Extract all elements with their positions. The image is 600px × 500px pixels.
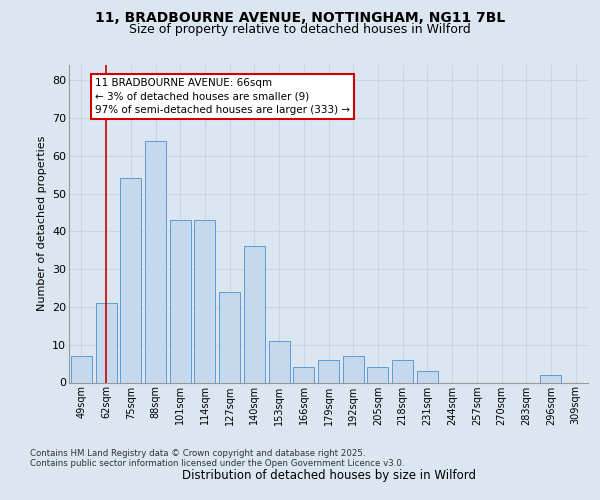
- Bar: [120, 178, 141, 382]
- Bar: [417, 371, 438, 382]
- Text: Contains HM Land Registry data © Crown copyright and database right 2025.: Contains HM Land Registry data © Crown c…: [30, 448, 365, 458]
- Bar: [244, 246, 265, 382]
- Y-axis label: Number of detached properties: Number of detached properties: [37, 136, 47, 312]
- Text: Contains public sector information licensed under the Open Government Licence v3: Contains public sector information licen…: [30, 458, 404, 468]
- Text: Size of property relative to detached houses in Wilford: Size of property relative to detached ho…: [129, 22, 471, 36]
- Bar: [269, 341, 290, 382]
- Bar: [145, 140, 166, 382]
- Bar: [392, 360, 413, 382]
- X-axis label: Distribution of detached houses by size in Wilford: Distribution of detached houses by size …: [182, 469, 476, 482]
- Bar: [541, 375, 562, 382]
- Text: 11 BRADBOURNE AVENUE: 66sqm
← 3% of detached houses are smaller (9)
97% of semi-: 11 BRADBOURNE AVENUE: 66sqm ← 3% of deta…: [95, 78, 350, 114]
- Bar: [219, 292, 240, 382]
- Bar: [293, 368, 314, 382]
- Bar: [367, 368, 388, 382]
- Bar: [343, 356, 364, 382]
- Bar: [95, 303, 116, 382]
- Bar: [194, 220, 215, 382]
- Bar: [170, 220, 191, 382]
- Bar: [318, 360, 339, 382]
- Bar: [71, 356, 92, 382]
- Text: 11, BRADBOURNE AVENUE, NOTTINGHAM, NG11 7BL: 11, BRADBOURNE AVENUE, NOTTINGHAM, NG11 …: [95, 10, 505, 24]
